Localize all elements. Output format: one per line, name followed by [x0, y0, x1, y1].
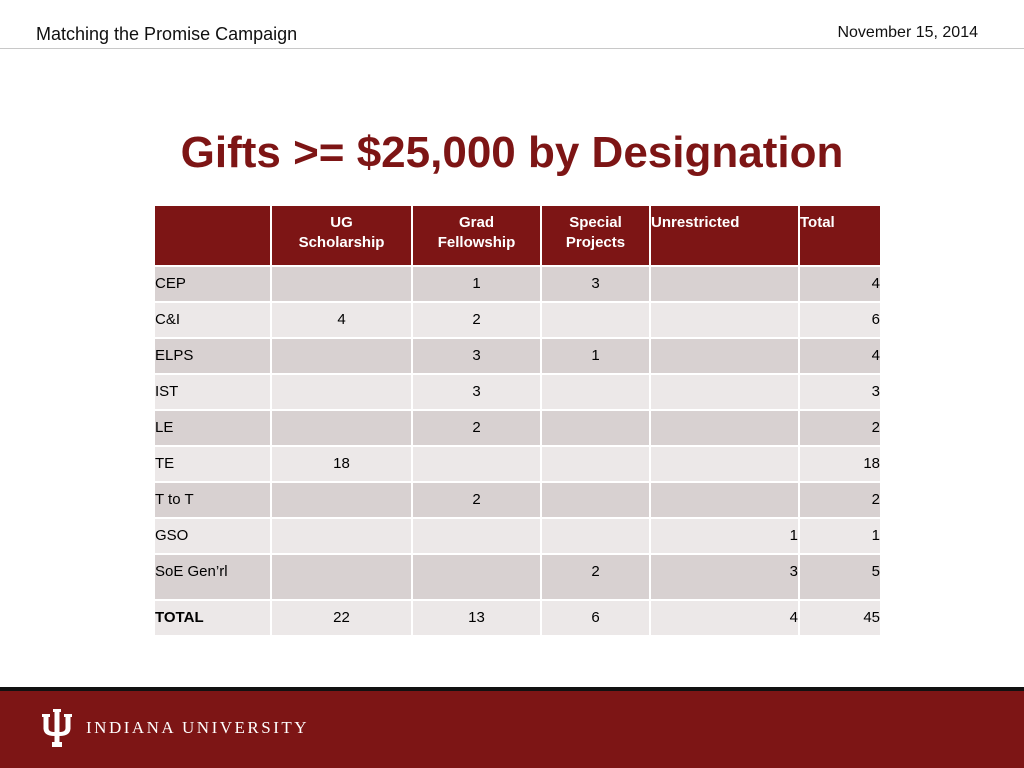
- cell-ug-scholarship: 4: [270, 301, 413, 339]
- column-header-line: Projects: [565, 234, 626, 251]
- column-header-line: Grad: [458, 214, 494, 231]
- cell-special-projects: [540, 481, 651, 519]
- cell-unrestricted: [649, 445, 800, 483]
- cell-unrestricted: [649, 301, 800, 339]
- table-row: T to T 2 2: [153, 481, 882, 519]
- column-header-line: Scholarship: [298, 234, 385, 251]
- column-header-line: Unrestricted: [651, 214, 740, 231]
- cell-ug-scholarship: [270, 481, 413, 519]
- cell-grad-fellowship: 3: [411, 337, 542, 375]
- slide-title: Gifts >= $25,000 by Designation: [180, 128, 844, 177]
- cell-total: 4: [798, 265, 882, 303]
- table-row: ELPS 3 1 4: [153, 337, 882, 375]
- column-header-ug-scholarship: UG Scholarship: [270, 204, 413, 267]
- table-total-row: TOTAL 22 13 6 4 45: [153, 599, 882, 637]
- cell-special-projects: [540, 517, 651, 555]
- column-header-line: Special: [569, 214, 622, 231]
- column-header-unrestricted: Unrestricted: [649, 204, 800, 267]
- cell-ug-scholarship: [270, 553, 413, 601]
- cell-special-projects: [540, 409, 651, 447]
- cell-total: 1: [798, 517, 882, 555]
- header-date: November 15, 2014: [837, 24, 978, 41]
- cell-special-projects: [540, 445, 651, 483]
- row-label: C&I: [153, 301, 272, 339]
- cell-special-projects: [540, 301, 651, 339]
- row-label: T to T: [153, 481, 272, 519]
- footer-bar: INDIANA UNIVERSITY: [0, 691, 1024, 768]
- cell-grad-fellowship: 13: [411, 599, 542, 637]
- cell-grad-fellowship: [411, 517, 542, 555]
- cell-total: 45: [798, 599, 882, 637]
- table-row: SoE Gen’rl 2 3 5: [153, 553, 882, 601]
- footer-top-rule: [0, 687, 1024, 691]
- row-label: IST: [153, 373, 272, 411]
- cell-ug-scholarship: [270, 337, 413, 375]
- column-header-blank: [153, 204, 272, 267]
- row-label: LE: [153, 409, 272, 447]
- table-row: IST 3 3: [153, 373, 882, 411]
- designation-table: UG Scholarship Grad Fellowship Special P…: [153, 204, 882, 637]
- cell-unrestricted: 4: [649, 599, 800, 637]
- cell-unrestricted: [649, 337, 800, 375]
- cell-special-projects: [540, 373, 651, 411]
- column-header-line: UG: [330, 214, 353, 231]
- cell-special-projects: 2: [540, 553, 651, 601]
- cell-total: 6: [798, 301, 882, 339]
- cell-ug-scholarship: [270, 265, 413, 303]
- row-label-total: TOTAL: [153, 599, 272, 637]
- university-name: INDIANA UNIVERSITY: [86, 718, 310, 737]
- cell-unrestricted: [649, 409, 800, 447]
- cell-total: 2: [798, 481, 882, 519]
- table-header-row: UG Scholarship Grad Fellowship Special P…: [153, 204, 882, 267]
- cell-ug-scholarship: 22: [270, 599, 413, 637]
- cell-ug-scholarship: [270, 373, 413, 411]
- table-row: TE 18 18: [153, 445, 882, 483]
- column-header-line: Total: [800, 214, 835, 231]
- cell-unrestricted: [649, 373, 800, 411]
- cell-ug-scholarship: [270, 409, 413, 447]
- column-header-special-projects: Special Projects: [540, 204, 651, 267]
- cell-grad-fellowship: [411, 445, 542, 483]
- cell-grad-fellowship: 2: [411, 481, 542, 519]
- iu-trident-icon: [42, 709, 72, 747]
- row-label: ELPS: [153, 337, 272, 375]
- row-label: SoE Gen’rl: [153, 553, 272, 601]
- cell-unrestricted: 1: [649, 517, 800, 555]
- cell-grad-fellowship: 2: [411, 409, 542, 447]
- cell-grad-fellowship: 3: [411, 373, 542, 411]
- cell-grad-fellowship: 1: [411, 265, 542, 303]
- cell-total: 4: [798, 337, 882, 375]
- cell-total: 5: [798, 553, 882, 601]
- cell-unrestricted: 3: [649, 553, 800, 601]
- cell-ug-scholarship: [270, 517, 413, 555]
- cell-unrestricted: [649, 481, 800, 519]
- column-header-total: Total: [798, 204, 882, 267]
- cell-special-projects: 1: [540, 337, 651, 375]
- cell-special-projects: 6: [540, 599, 651, 637]
- column-header-line: Fellowship: [437, 234, 516, 251]
- cell-grad-fellowship: 2: [411, 301, 542, 339]
- cell-total: 18: [798, 445, 882, 483]
- cell-total: 2: [798, 409, 882, 447]
- table-row: CEP 1 3 4: [153, 265, 882, 303]
- cell-ug-scholarship: 18: [270, 445, 413, 483]
- row-label: GSO: [153, 517, 272, 555]
- header-divider: [0, 48, 1024, 49]
- cell-total: 3: [798, 373, 882, 411]
- column-header-grad-fellowship: Grad Fellowship: [411, 204, 542, 267]
- cell-special-projects: 3: [540, 265, 651, 303]
- header-campaign-title: Matching the Promise Campaign: [36, 24, 298, 44]
- table-row: C&I 4 2 6: [153, 301, 882, 339]
- table-row: GSO 1 1: [153, 517, 882, 555]
- row-label: TE: [153, 445, 272, 483]
- cell-grad-fellowship: [411, 553, 542, 601]
- cell-unrestricted: [649, 265, 800, 303]
- table-row: LE 2 2: [153, 409, 882, 447]
- row-label: CEP: [153, 265, 272, 303]
